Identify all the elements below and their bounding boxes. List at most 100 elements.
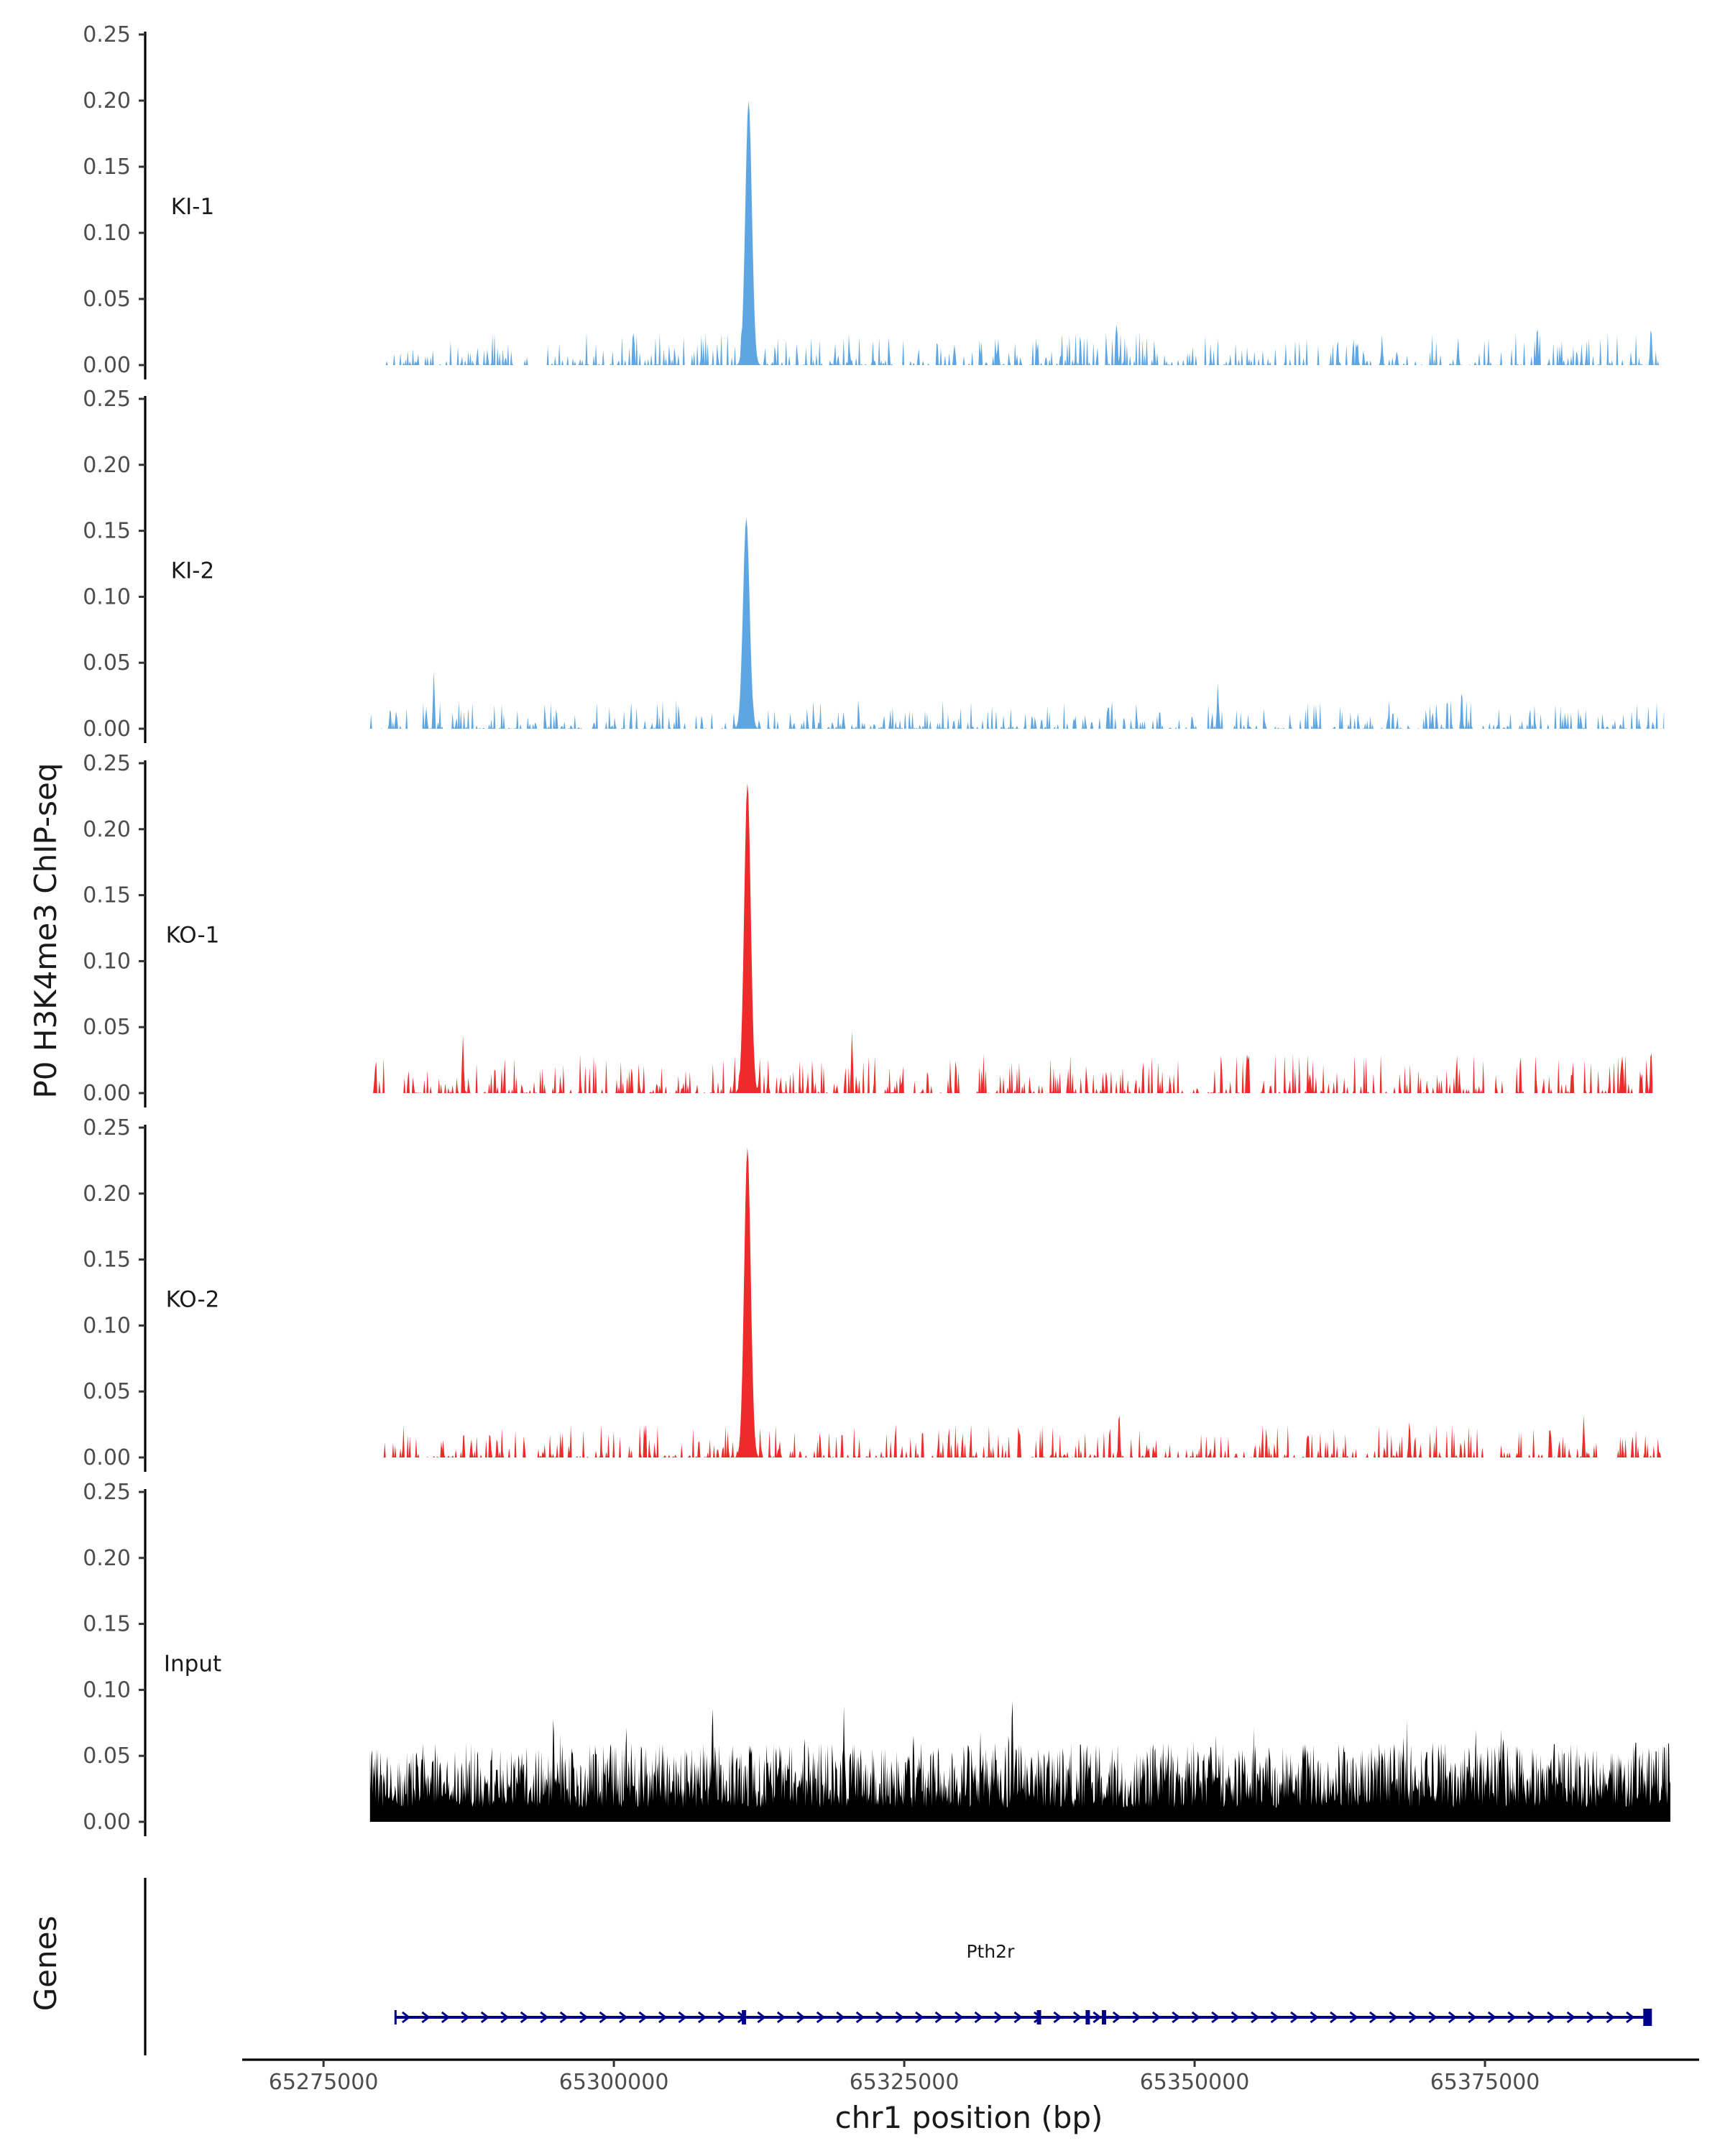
strand-arrow xyxy=(540,2011,549,2024)
strand-arrow xyxy=(1487,2011,1497,2024)
strand-arrow xyxy=(994,2011,1003,2024)
coverage-tracks: 0.00 0.05 0.10 0.15 0.20 0.25 KI-1 0.00 0.05 0.10… xyxy=(83,22,1670,1836)
strand-arrow xyxy=(1606,2011,1616,2024)
strand-arrow xyxy=(559,2011,569,2024)
strand-arrow xyxy=(855,2011,865,2024)
y-tick-label: 0.20 xyxy=(83,88,131,114)
track-label: KO-2 xyxy=(166,1287,220,1313)
y-tick-label: 0.15 xyxy=(83,883,131,908)
signal-area-ko-1 xyxy=(369,783,1653,1093)
y-tick-label: 0.00 xyxy=(83,353,131,378)
y-tick-label: 0.15 xyxy=(83,1248,131,1273)
strand-arrow xyxy=(1586,2011,1596,2024)
track-label: KI-2 xyxy=(171,558,214,584)
signal-area-ko-2 xyxy=(381,1147,1665,1457)
strand-arrow xyxy=(974,2011,983,2024)
gene-exon xyxy=(1643,2009,1652,2026)
strand-arrow xyxy=(401,2011,411,2024)
strand-arrow xyxy=(480,2011,490,2024)
y-tick-label: 0.20 xyxy=(83,1181,131,1207)
strand-arrow xyxy=(500,2011,510,2024)
genes-panel: Pth2r xyxy=(144,1878,1652,2055)
y-tick-label: 0.00 xyxy=(83,1081,131,1106)
strand-arrow xyxy=(1092,2011,1102,2024)
strand-arrow xyxy=(717,2011,727,2024)
y-tick-label: 0.10 xyxy=(83,1677,131,1703)
x-tick-label: 65375000 xyxy=(1430,2070,1540,2095)
x-tick-label: 65300000 xyxy=(559,2070,669,2095)
signal-area-ki-1 xyxy=(381,101,1665,365)
signal-area-ki-2 xyxy=(369,517,1665,729)
strand-arrow xyxy=(1013,2011,1023,2024)
track-label: Input xyxy=(164,1651,221,1677)
strand-arrow xyxy=(776,2011,786,2024)
strand-arrow xyxy=(816,2011,826,2024)
strand-arrow xyxy=(954,2011,964,2024)
gene-exon xyxy=(742,2010,747,2024)
gene-exon xyxy=(1036,2010,1041,2024)
x-tick-label: 65350000 xyxy=(1140,2070,1250,2095)
y-tick-label: 0.05 xyxy=(83,1379,131,1404)
genes-axis-title: Genes xyxy=(28,1916,63,2012)
gene-exon xyxy=(1085,2010,1090,2024)
strand-arrow xyxy=(1507,2011,1517,2024)
y-tick-label: 0.00 xyxy=(83,1810,131,1835)
y-tick-label: 0.15 xyxy=(83,519,131,544)
y-tick-label: 0.15 xyxy=(83,155,131,180)
y-tick-label: 0.20 xyxy=(83,453,131,478)
track-label: KI-1 xyxy=(171,194,214,220)
strand-arrow xyxy=(658,2011,668,2024)
strand-arrow xyxy=(1072,2011,1082,2024)
y-tick-label: 0.10 xyxy=(83,221,131,246)
strand-arrow xyxy=(421,2011,431,2024)
track-ki-2: 0.00 0.05 0.10 0.15 0.20 0.25 KI-2 xyxy=(83,387,1665,743)
y-tick-label: 0.05 xyxy=(83,1743,131,1769)
track-label: KO-1 xyxy=(166,923,220,949)
y-tick-label: 0.25 xyxy=(83,751,131,776)
strand-arrow xyxy=(638,2011,648,2024)
gene-exon xyxy=(1102,2010,1107,2024)
y-tick-label: 0.20 xyxy=(83,1546,131,1571)
strand-arrow xyxy=(1330,2011,1339,2024)
signal-area-input xyxy=(369,1700,1670,1822)
y-tick-label: 0.10 xyxy=(83,584,131,609)
strand-arrow xyxy=(1468,2011,1477,2024)
strand-arrow xyxy=(1172,2011,1181,2024)
strand-arrow xyxy=(697,2011,707,2024)
y-tick-label: 0.15 xyxy=(83,1612,131,1637)
strand-arrow xyxy=(1566,2011,1576,2024)
strand-arrow xyxy=(875,2011,885,2024)
strand-arrow xyxy=(599,2011,608,2024)
strand-arrow xyxy=(1408,2011,1418,2024)
strand-arrow xyxy=(520,2011,530,2024)
strand-arrow xyxy=(1310,2011,1319,2024)
y-tick-label: 0.00 xyxy=(83,1445,131,1470)
strand-arrow xyxy=(1151,2011,1162,2024)
strand-arrow xyxy=(1112,2011,1122,2024)
strand-arrow xyxy=(1448,2011,1458,2024)
y-tick-label: 0.20 xyxy=(83,817,131,842)
x-axis: 65275000 65300000 65325000 65350000 65375000 xyxy=(242,2058,1699,2095)
strand-arrow xyxy=(796,2011,806,2024)
strand-arrow xyxy=(1290,2011,1300,2024)
strand-arrow xyxy=(934,2011,944,2024)
gene-model xyxy=(394,2009,1652,2026)
strand-arrow xyxy=(1547,2011,1556,2024)
strand-arrow xyxy=(1527,2011,1537,2024)
x-tick-label: 65325000 xyxy=(850,2070,960,2095)
y-tick-label: 0.05 xyxy=(83,650,131,676)
strand-arrow xyxy=(895,2011,905,2024)
x-axis-title: chr1 position (bp) xyxy=(835,2100,1103,2135)
y-tick-label: 0.05 xyxy=(83,1015,131,1040)
strand-arrow xyxy=(1368,2011,1379,2024)
strand-arrow xyxy=(1230,2011,1241,2024)
strand-arrow xyxy=(619,2011,628,2024)
strand-arrow xyxy=(1626,2011,1635,2024)
strand-arrow xyxy=(1251,2011,1260,2024)
strand-arrow xyxy=(1428,2011,1438,2024)
track-input: 0.00 0.05 0.10 0.15 0.20 0.25 Input xyxy=(83,1480,1670,1836)
gene-name-label: Pth2r xyxy=(966,1941,1015,1962)
track-ki-1: 0.00 0.05 0.10 0.15 0.20 0.25 KI-1 xyxy=(83,22,1665,379)
y-tick-label: 0.05 xyxy=(83,287,131,312)
